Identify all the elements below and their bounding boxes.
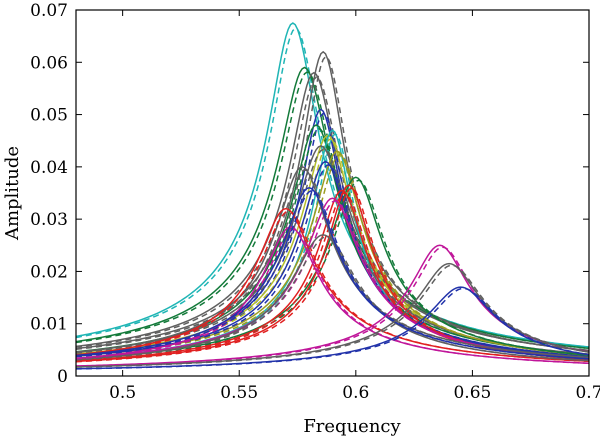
y-tick-label: 0.02 [30,262,68,282]
series-line-solid [76,207,589,363]
series-line-dashed [76,246,589,367]
x-tick-label: 0.7 [575,383,600,403]
series-line-dashed [76,112,589,358]
series-line-solid [76,145,589,355]
y-tick-label: 0.05 [30,106,68,126]
series-line-dashed [76,148,589,355]
axes-layer: 0.5 0.55 0.6 0.65 0.7 0 0.01 0.02 0.03 0.04 0.05 0.… [30,1,600,403]
y-axis-label: Amplitude [2,146,23,241]
y-tick-label: 0.04 [30,158,68,178]
series-line-dashed [76,71,589,350]
series-line-solid [76,197,589,360]
series-line-dashed [76,76,589,352]
y-tick-label: 0.01 [30,315,68,335]
series-line-dashed [76,236,589,362]
y-tick-label: 0.03 [30,210,68,230]
series-line-dashed [76,264,589,368]
series-line-solid [76,184,589,363]
series-line-solid [76,71,589,352]
series-line-dashed [76,192,589,362]
plot-frame [75,9,590,377]
series-line-solid [76,189,589,362]
x-axis-label: Frequency [303,416,401,437]
series-line-solid [76,186,589,360]
series-line-dashed [76,153,589,358]
x-tick-label: 0.65 [453,383,491,403]
series-line-dashed [76,164,589,358]
series-line-dashed [76,189,589,360]
series-line-dashed [76,228,589,365]
y-tick-label: 0.07 [30,1,68,21]
series-line-dashed [76,27,589,348]
y-tick-label: 0.06 [30,53,68,73]
y-tick-label: 0 [57,367,68,387]
x-tick-label: 0.6 [342,383,369,403]
series-line-dashed [76,287,589,370]
series-layer [76,22,589,370]
x-tick-label: 0.55 [220,383,258,403]
series-line-solid [76,66,589,350]
series-line-dashed [76,210,589,363]
x-tick-label: 0.5 [109,383,136,403]
